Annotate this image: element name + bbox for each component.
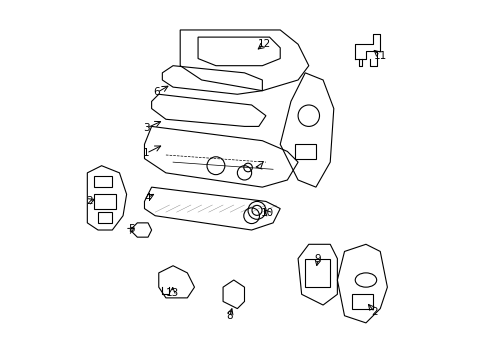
Text: 9: 9	[314, 254, 321, 264]
Text: 3: 3	[142, 123, 149, 133]
Text: 6: 6	[153, 87, 160, 98]
Text: 7: 7	[257, 161, 264, 171]
Text: 11: 11	[373, 51, 386, 61]
Text: 2: 2	[371, 307, 377, 317]
Text: 5: 5	[128, 224, 135, 234]
Text: 10: 10	[261, 208, 274, 218]
Bar	[351, 294, 372, 309]
Text: 8: 8	[226, 311, 232, 321]
Bar	[94, 176, 112, 187]
Bar	[305, 258, 329, 287]
Text: 1: 1	[142, 148, 149, 158]
Text: 12: 12	[257, 39, 270, 49]
Text: 13: 13	[165, 288, 179, 297]
Text: 4: 4	[144, 193, 150, 203]
Bar	[294, 144, 315, 158]
Bar	[98, 212, 112, 223]
Bar	[94, 194, 116, 208]
Text: 2: 2	[85, 197, 92, 206]
